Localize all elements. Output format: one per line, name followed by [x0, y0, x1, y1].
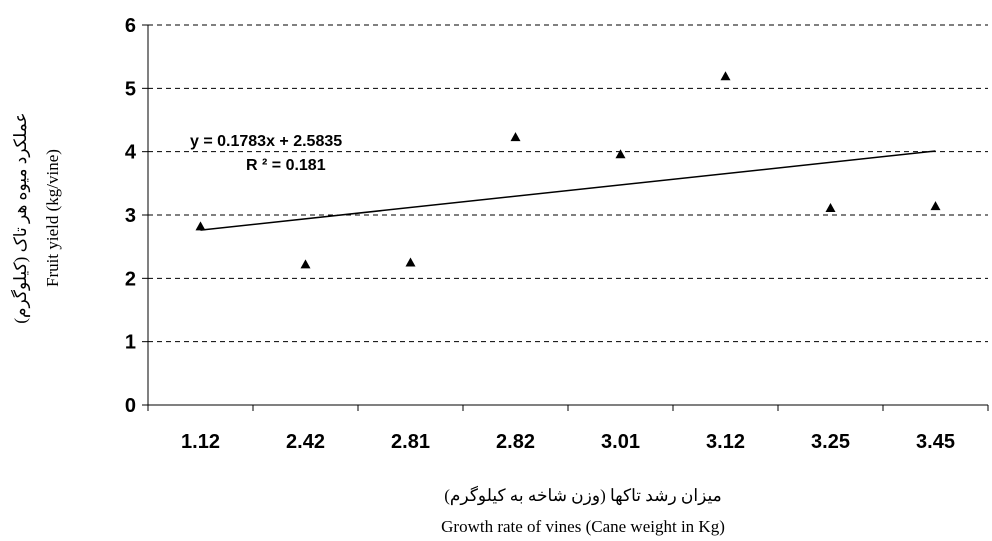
data-point-marker [195, 221, 206, 231]
data-points [195, 71, 941, 269]
y-tick-label: 3 [125, 205, 136, 227]
x-axis-label: Growth rate of vines (Cane weight in Kg) [441, 517, 725, 536]
x-tick-label: 3.01 [601, 431, 640, 453]
x-tick-labels: 1.12 2.42 2.81 2.82 3.01 3.12 3.25 3.45 [181, 431, 955, 453]
y-tick-label: 2 [125, 268, 136, 290]
data-point-marker [615, 149, 626, 159]
x-tick-label: 3.45 [916, 431, 955, 453]
x-tick-label: 2.81 [391, 431, 430, 453]
y-tick-labels: 0 1 2 3 4 5 6 [125, 15, 137, 417]
x-tick-label: 2.82 [496, 431, 535, 453]
y-tick-label: 6 [125, 15, 136, 37]
data-point-marker [825, 203, 836, 213]
trend-equation: y = 0.1783x + 2.5835 [190, 133, 342, 150]
y-tick-label: 4 [125, 142, 137, 164]
axes [142, 24, 989, 411]
trendline [200, 150, 936, 231]
data-point-marker [405, 257, 416, 267]
y-tick-label: 0 [125, 395, 136, 417]
trend-r-squared: R ² = 0.181 [246, 157, 326, 174]
x-tick-label: 1.12 [181, 431, 220, 453]
y-axis-label-fa: عملکرد میوه هر تاک (کیلوگرم) [10, 112, 31, 323]
x-axis-label-fa: میزان رشد تاکها (وزن شاخه به کیلوگرم) [444, 485, 721, 506]
y-tick-label: 1 [125, 332, 136, 354]
data-point-marker [930, 201, 941, 211]
data-point-marker [510, 132, 521, 142]
data-point-marker [300, 259, 311, 269]
x-tick-label: 2.42 [286, 431, 325, 453]
x-tick-label: 3.12 [706, 431, 745, 453]
data-point-marker [720, 71, 731, 81]
y-axis-label: Fruit yield (kg/vine) [43, 149, 62, 287]
gridlines [148, 24, 988, 343]
x-tick-label: 3.25 [811, 431, 850, 453]
y-tick-label: 5 [125, 78, 136, 100]
trendline-group [200, 150, 936, 231]
